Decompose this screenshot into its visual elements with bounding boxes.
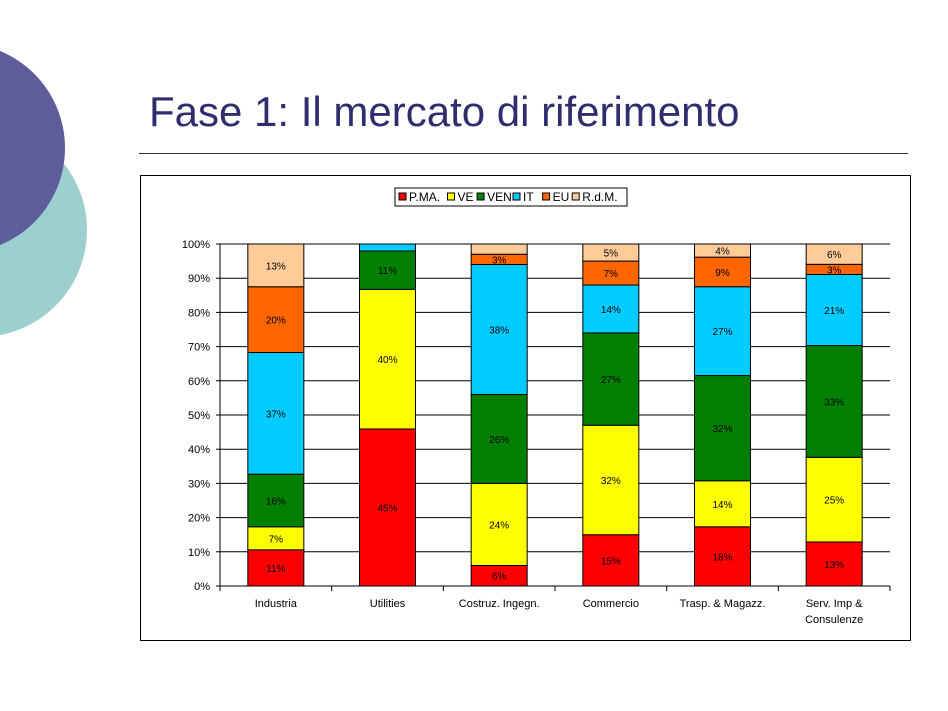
data-label: 40% (377, 355, 397, 366)
legend-label: R.d.M. (582, 190, 617, 204)
data-label: 32% (601, 476, 621, 487)
data-label: 24% (489, 520, 509, 531)
y-tick-label: 0% (194, 581, 210, 593)
legend-label: P.MA. (409, 190, 440, 204)
x-tick-label: Costruz. Ingegn. (459, 598, 540, 610)
legend-swatch (448, 193, 455, 200)
data-label: 4% (715, 247, 730, 258)
data-label: 27% (712, 327, 732, 338)
data-label: 6% (827, 250, 842, 261)
legend-label: IT (523, 190, 534, 204)
data-label: 6% (492, 572, 507, 583)
data-label: 20% (266, 316, 286, 327)
data-label: 32% (712, 424, 732, 435)
chart-frame: 0% 10% 20% 30% 40% 50% 60% 70% 80% 90% 100% 11% 7% 16… (140, 175, 911, 641)
data-label: 25% (824, 496, 844, 507)
bar-segment (360, 244, 416, 251)
y-tick-label: 40% (188, 444, 210, 456)
y-tick-label: 100% (182, 239, 210, 251)
data-label: 3% (492, 255, 507, 266)
data-label: 13% (266, 261, 286, 272)
legend-label: VEN (487, 190, 512, 204)
x-tick-label: Trasp. & Magazz. (680, 598, 766, 610)
y-tick-label: 50% (188, 410, 210, 422)
stacked-bar-chart: 0% 10% 20% 30% 40% 50% 60% 70% 80% 90% 100% 11% 7% 16… (141, 176, 910, 640)
data-label: 45% (377, 503, 397, 514)
legend-swatch (399, 193, 406, 200)
title-divider (139, 153, 908, 154)
legend-swatch (477, 193, 484, 200)
data-label: 14% (712, 500, 732, 511)
y-tick-label: 60% (188, 376, 210, 388)
x-tick-label: Serv. Imp & (806, 598, 863, 610)
y-tick-label: 80% (188, 307, 210, 319)
bar-segment (471, 244, 527, 254)
y-tick-label: 10% (188, 547, 210, 559)
slide-title: Fase 1: Il mercato di riferimento (149, 88, 740, 136)
x-tick-label: Commercio (583, 598, 639, 610)
x-tick-label: Consulenze (805, 614, 863, 626)
legend-swatch (543, 193, 550, 200)
data-label: 33% (824, 397, 844, 408)
data-label: 18% (712, 552, 732, 563)
legend-swatch (513, 193, 520, 200)
data-label: 21% (824, 306, 844, 317)
data-label: 38% (489, 326, 509, 337)
data-label: 5% (604, 249, 619, 260)
data-label: 27% (601, 375, 621, 386)
data-label: 7% (604, 269, 619, 280)
data-label: 9% (715, 268, 730, 279)
data-label: 7% (269, 534, 284, 545)
data-label: 11% (266, 564, 285, 575)
data-label: 11% (378, 266, 397, 277)
data-label: 16% (266, 497, 286, 508)
y-tick-label: 30% (188, 478, 210, 490)
legend-label: EU (553, 190, 570, 204)
x-tick-label: Utilities (370, 598, 406, 610)
data-label: 3% (827, 265, 842, 276)
decorative-circles (0, 0, 120, 400)
legend-label: VE (458, 190, 474, 204)
data-label: 13% (824, 560, 844, 571)
y-tick-label: 90% (188, 273, 210, 285)
x-tick-label: Industria (255, 598, 298, 610)
data-label: 37% (266, 409, 286, 420)
y-tick-label: 70% (188, 342, 210, 354)
data-label: 14% (601, 305, 621, 316)
data-label: 15% (601, 556, 621, 567)
data-label: 26% (489, 435, 509, 446)
y-tick-label: 20% (188, 513, 210, 525)
legend-swatch (572, 193, 579, 200)
